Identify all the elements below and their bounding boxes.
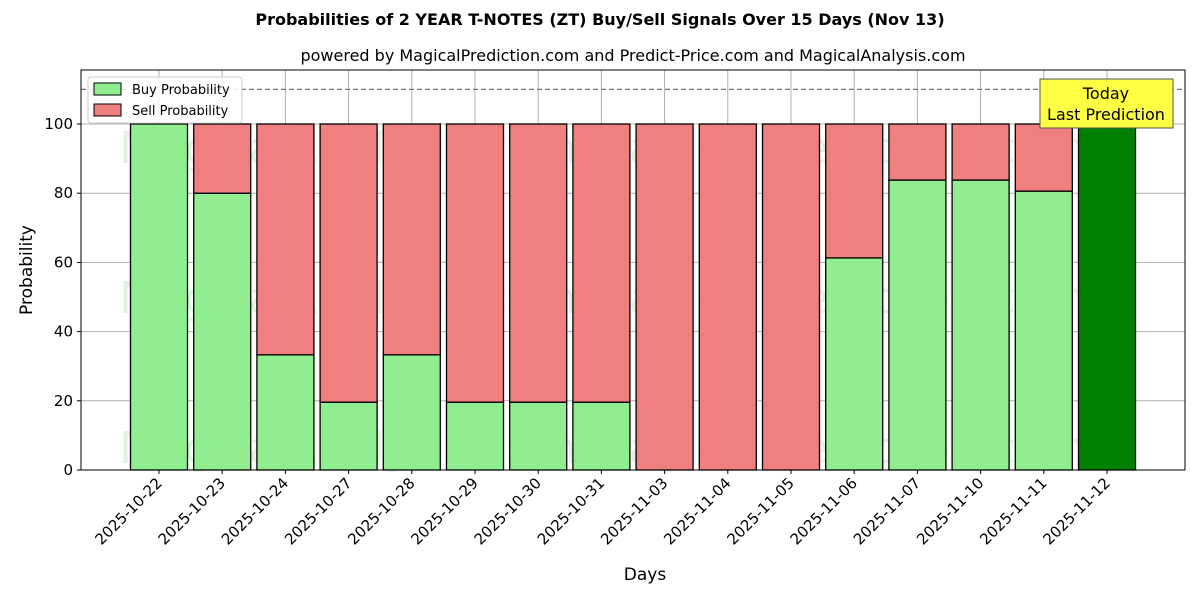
y-tick-label: 40 xyxy=(54,323,73,341)
x-axis-label: Days xyxy=(624,565,667,585)
sell-bar xyxy=(761,123,821,471)
x-tick-label: 2025-11-10 xyxy=(913,474,987,548)
buy-bar xyxy=(129,123,189,471)
sell-bar xyxy=(319,123,378,403)
sell-bar xyxy=(572,123,631,403)
sell-bar xyxy=(951,123,1010,181)
last-prediction-label: Last Prediction xyxy=(1047,105,1165,124)
buy-bar xyxy=(1014,190,1073,471)
x-tick-label: 2025-11-04 xyxy=(660,474,734,548)
buy-bar xyxy=(1077,123,1137,471)
x-tick-label: 2025-10-28 xyxy=(344,474,418,548)
today-annotation xyxy=(1039,78,1174,129)
buy-bar xyxy=(382,354,441,471)
x-tick-label: 2025-11-05 xyxy=(723,474,797,548)
x-tick-label: 2025-10-24 xyxy=(218,474,292,548)
y-tick-label: 100 xyxy=(44,115,73,133)
x-tick-label: 2025-11-03 xyxy=(597,474,671,548)
chart-title: Probabilities of 2 YEAR T-NOTES (ZT) Buy… xyxy=(255,10,945,29)
y-tick-label: 80 xyxy=(54,184,73,202)
y-axis-label: Probability xyxy=(17,225,37,315)
x-tick-label: 2025-10-31 xyxy=(534,474,608,548)
buy-bar xyxy=(888,179,947,471)
sell-bar xyxy=(1014,123,1073,192)
x-tick-label: 2025-10-29 xyxy=(407,474,481,548)
buy-bar xyxy=(319,401,378,471)
legend xyxy=(87,76,243,124)
y-tick-label: 0 xyxy=(63,461,73,479)
buy-bar xyxy=(825,257,884,471)
legend-sell-label: Sell Probability xyxy=(132,104,229,119)
buy-bar xyxy=(509,401,568,471)
legend-buy-label: Buy Probability xyxy=(132,83,230,98)
x-tick-label: 2025-11-12 xyxy=(1039,474,1113,548)
y-tick-label: 60 xyxy=(54,253,73,271)
sell-bar xyxy=(382,123,441,356)
buy-bar xyxy=(951,179,1010,471)
sell-bar xyxy=(698,123,757,471)
x-tick-label: 2025-11-06 xyxy=(787,474,861,548)
x-tick-label: 2025-10-27 xyxy=(281,474,355,548)
buy-bar xyxy=(193,192,252,471)
sell-bar xyxy=(193,123,252,194)
x-tick-label: 2025-10-30 xyxy=(471,474,545,548)
sell-bar xyxy=(509,123,568,403)
buy-bar xyxy=(445,401,505,471)
chart-subtitle: powered by MagicalPrediction.com and Pre… xyxy=(300,46,966,65)
legend-buy-swatch xyxy=(93,82,122,96)
buy-bar xyxy=(256,354,315,471)
today-label: Today xyxy=(1082,84,1129,103)
x-tick-label: 2025-11-07 xyxy=(850,474,924,548)
x-tick-label: 2025-11-11 xyxy=(976,474,1050,548)
sell-bar xyxy=(635,123,694,471)
plot-frame xyxy=(80,69,1186,471)
sell-bar xyxy=(256,123,315,356)
sell-bar xyxy=(445,123,505,403)
legend-sell-swatch xyxy=(93,103,122,117)
y-tick-label: 20 xyxy=(54,392,73,410)
x-tick-label: 2025-10-22 xyxy=(91,474,165,548)
x-tick-label: 2025-10-23 xyxy=(155,474,229,548)
buy-bar xyxy=(572,401,631,471)
sell-bar xyxy=(888,123,947,181)
sell-bar xyxy=(825,123,884,259)
